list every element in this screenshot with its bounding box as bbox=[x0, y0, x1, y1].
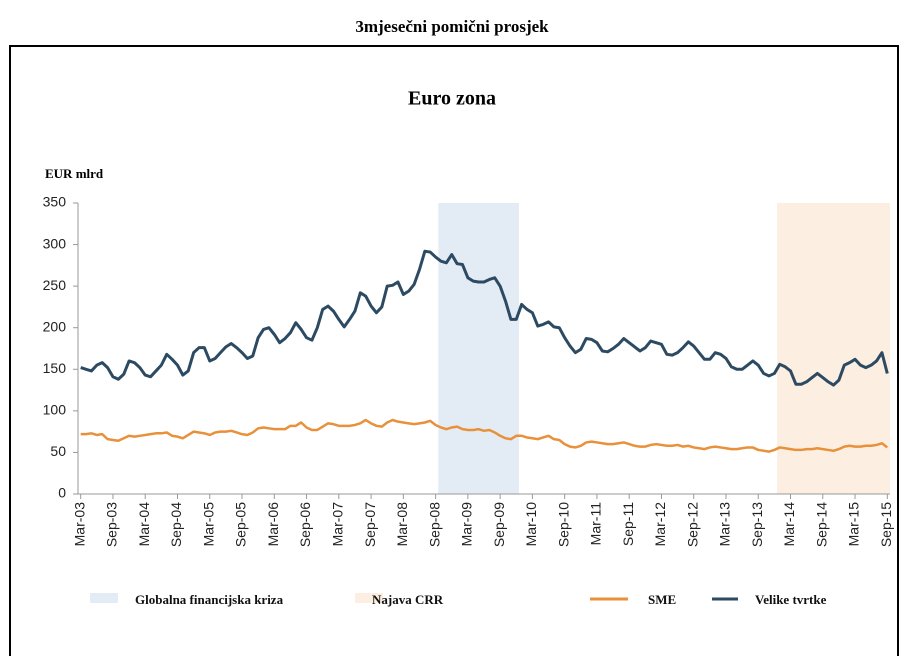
legend-label-box: Velike tvrtke bbox=[755, 592, 827, 607]
x-tick-label: Sep-08 bbox=[426, 502, 442, 547]
x-tick-label: Sep-15 bbox=[878, 502, 894, 547]
x-tick-label: Sep-03 bbox=[104, 502, 120, 547]
x-tick-label: Sep-04 bbox=[168, 502, 184, 547]
x-tick-label: Sep-10 bbox=[555, 502, 571, 547]
x-tick-label: Sep-12 bbox=[684, 502, 700, 547]
y-tick-label: 300 bbox=[43, 235, 67, 251]
x-tick-label: Mar-10 bbox=[523, 502, 539, 547]
y-tick-label: 50 bbox=[50, 443, 66, 459]
series-line bbox=[80, 418, 889, 453]
shaded-region bbox=[438, 203, 519, 494]
x-tick-label: Mar-11 bbox=[588, 502, 604, 546]
x-tick-label: Mar-12 bbox=[652, 502, 668, 547]
x-tick-label: Sep-13 bbox=[749, 502, 765, 547]
x-tick-label: Mar-09 bbox=[459, 502, 475, 547]
legend-label: SME bbox=[648, 592, 677, 607]
x-tick-label: Sep-09 bbox=[491, 502, 507, 547]
y-tick-label: 150 bbox=[43, 360, 67, 376]
x-tick-label: Mar-13 bbox=[717, 502, 733, 547]
x-tick-label: Mar-04 bbox=[136, 502, 152, 547]
y-axis-label: EUR mlrd bbox=[45, 166, 104, 181]
x-tick-label: Mar-07 bbox=[330, 502, 346, 547]
x-tick-label: Sep-14 bbox=[813, 502, 829, 547]
legend-swatch bbox=[355, 593, 383, 603]
page-title: 3mjesečni pomični prosjek bbox=[355, 17, 549, 36]
x-tick-label: Mar-06 bbox=[265, 502, 281, 547]
y-tick-label: 100 bbox=[43, 402, 67, 418]
y-tick-label: 200 bbox=[43, 318, 67, 334]
chart-title: Euro zona bbox=[408, 88, 496, 110]
x-tick-label: Mar-15 bbox=[846, 502, 862, 547]
y-tick-label: 250 bbox=[43, 277, 67, 293]
series-line bbox=[80, 249, 889, 387]
y-tick-label: 0 bbox=[58, 485, 66, 501]
legend-label: Velike tvrtke bbox=[755, 592, 827, 607]
legend-swatch bbox=[90, 593, 118, 603]
x-tick-label: Sep-11 bbox=[620, 502, 636, 546]
x-tick-label: Mar-08 bbox=[394, 502, 410, 547]
legend-label: Globalna financijska kriza bbox=[135, 592, 284, 607]
legend-label-box: Najava CRR bbox=[372, 592, 444, 607]
y-tick-label: 350 bbox=[43, 194, 67, 210]
x-tick-label: Mar-03 bbox=[71, 502, 87, 547]
x-tick-label: Mar-05 bbox=[200, 502, 216, 547]
chart-frame bbox=[9, 45, 899, 656]
x-tick-label: Sep-06 bbox=[297, 502, 313, 547]
legend-label: Najava CRR bbox=[372, 592, 444, 607]
legend-label-box: SME bbox=[648, 592, 677, 607]
legend-label-box: Globalna financijska kriza bbox=[135, 592, 284, 607]
x-tick-label: Sep-07 bbox=[362, 502, 378, 547]
x-tick-label: Mar-14 bbox=[781, 502, 797, 547]
x-tick-label: Sep-05 bbox=[233, 502, 249, 547]
